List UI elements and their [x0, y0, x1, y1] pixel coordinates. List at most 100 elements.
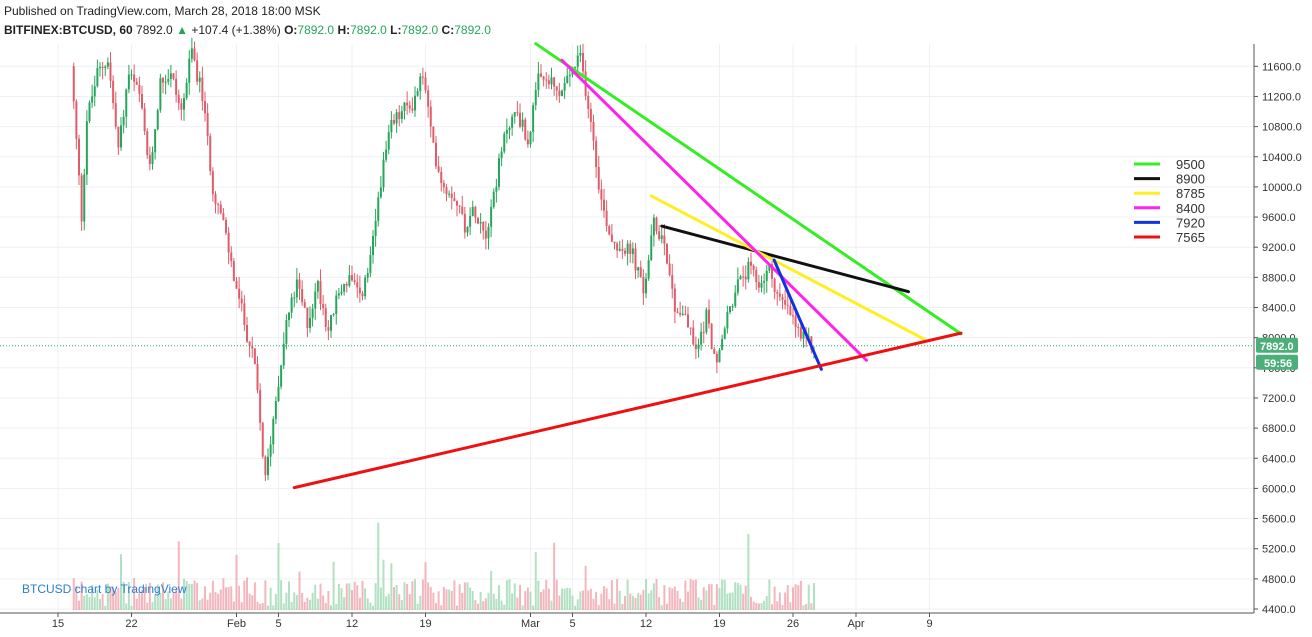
volume-bar: [232, 601, 235, 610]
volume-bar: [282, 603, 285, 610]
volume-bar: [516, 597, 519, 610]
candle-body: [127, 74, 130, 90]
candle-body: [267, 456, 269, 476]
candle-body: [721, 338, 724, 350]
volume-bar: [154, 595, 157, 610]
price-axis[interactable]: 4400.0 4800.0 5200.0 5600.0 6000.0 6400.0 6800…: [1254, 61, 1302, 616]
candle-body: [398, 112, 401, 120]
volume-bar: [377, 522, 380, 610]
candle-body: [219, 204, 222, 214]
volume-bar: [156, 584, 159, 610]
candle-body: [516, 112, 519, 114]
candle-body: [519, 112, 521, 127]
volume-bar: [335, 603, 338, 610]
candle-body: [558, 90, 561, 96]
volume-bar: [246, 577, 248, 610]
candle-body: [794, 316, 797, 328]
candle-body: [495, 186, 498, 192]
candle-body: [744, 276, 747, 280]
volume-bar: [427, 582, 430, 610]
trend-line-8400[interactable]: [560, 58, 868, 362]
candle-body: [135, 81, 138, 85]
volume-bar: [729, 592, 731, 610]
volume-bar: [324, 602, 327, 610]
candle-body: [437, 166, 440, 172]
candle-body: [282, 343, 285, 366]
trend-line-7920[interactable]: [772, 258, 823, 371]
trend-line-8900[interactable]: [660, 224, 910, 294]
volume-bar: [222, 578, 225, 610]
candle-body: [85, 121, 88, 175]
candle-body: [353, 280, 356, 283]
candle-body: [319, 280, 322, 304]
candle-body: [364, 277, 367, 297]
volume-bar: [736, 582, 739, 610]
volume-bar: [555, 579, 558, 610]
y-tick-label: 9200.0: [1262, 242, 1296, 254]
trend-line-8785[interactable]: [649, 194, 926, 341]
volume-bar: [419, 595, 422, 610]
candle-body: [484, 230, 487, 239]
last-price: 7892.0: [136, 23, 173, 37]
chart-grid: [0, 44, 1254, 613]
volume-bar: [495, 598, 498, 610]
candle-body: [461, 206, 464, 214]
trend-lines[interactable]: [292, 42, 963, 490]
tradingview-watermark[interactable]: BTCUSD chart by TradingView: [22, 582, 187, 596]
candle-body: [395, 112, 398, 124]
candle-body: [658, 231, 661, 240]
volume-bar: [715, 584, 718, 610]
candle-body: [718, 349, 721, 363]
volume-bar: [776, 601, 779, 610]
candle-body: [246, 324, 248, 342]
time-axis[interactable]: 15 22 Feb 5 12 19 Mar 5 12 19 26 Apr 9: [52, 613, 933, 630]
volume-bar: [127, 581, 130, 610]
volume-bar: [508, 579, 511, 610]
candle-body: [293, 297, 296, 299]
volume-bar: [204, 586, 206, 610]
volume-bar: [681, 601, 684, 610]
candle-body: [374, 220, 377, 237]
volume-bar: [687, 591, 689, 610]
candle-body: [337, 293, 340, 296]
trend-line-7565[interactable]: [292, 331, 963, 490]
candle-body: [442, 183, 445, 188]
volume-bar: [151, 602, 154, 610]
volume-bar: [172, 592, 175, 610]
candle-body: [765, 270, 768, 281]
candle-body: [563, 83, 566, 91]
volume-bar: [122, 581, 125, 610]
candle-body: [681, 313, 684, 315]
volume-bar: [760, 603, 763, 610]
volume-bar: [721, 579, 724, 610]
volume-bar: [274, 594, 277, 610]
volume-bar: [763, 600, 766, 610]
volume-bars: [72, 522, 815, 610]
candle-body: [372, 236, 374, 256]
x-tick-label: 26: [787, 618, 799, 630]
candle-body: [802, 331, 805, 339]
candle-body: [453, 198, 456, 202]
volume-bar: [471, 591, 474, 610]
candle-body: [83, 174, 86, 222]
volume-bar: [101, 593, 104, 610]
candle-body: [345, 284, 348, 286]
volume-bar: [72, 578, 75, 610]
candle-body: [222, 213, 225, 221]
candle-body: [687, 314, 689, 328]
volume-bar: [167, 591, 170, 610]
volume-bar: [445, 589, 448, 610]
candle-body: [230, 252, 233, 262]
volume-bar: [474, 600, 477, 610]
candle-body: [280, 365, 283, 387]
volume-bar: [652, 583, 655, 610]
volume-bar: [130, 605, 133, 610]
candle-body: [526, 139, 529, 145]
volume-bar: [285, 592, 288, 610]
volume-bar: [650, 590, 653, 610]
candle-body: [385, 149, 388, 160]
candle-body: [408, 105, 411, 109]
candle-body: [723, 328, 726, 339]
